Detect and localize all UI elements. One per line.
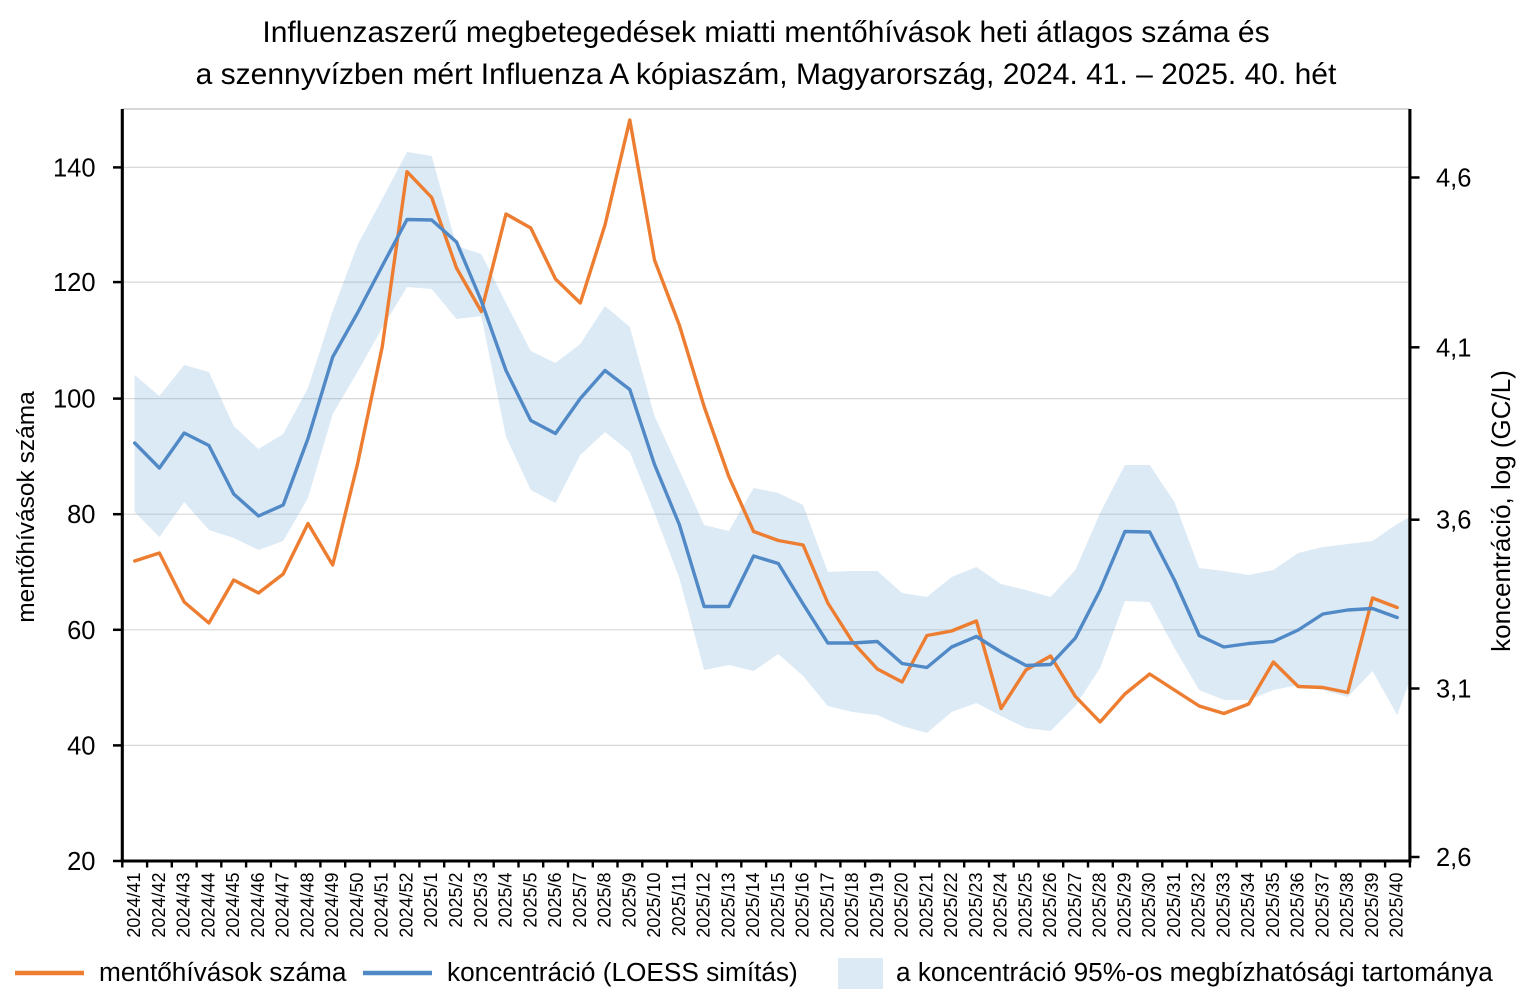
svg-text:2025/28: 2025/28 (1090, 873, 1110, 938)
svg-text:2025/40: 2025/40 (1387, 873, 1407, 938)
svg-text:a koncentráció 95%-os megbízha: a koncentráció 95%-os megbízhatósági tar… (896, 957, 1493, 987)
svg-text:2025/10: 2025/10 (644, 873, 664, 938)
svg-text:2,6: 2,6 (1436, 844, 1471, 872)
svg-text:2024/50: 2024/50 (347, 873, 367, 938)
svg-text:2025/11: 2025/11 (669, 873, 689, 937)
svg-text:2025/33: 2025/33 (1213, 873, 1233, 938)
svg-text:2025/1: 2025/1 (421, 873, 441, 928)
svg-text:2025/22: 2025/22 (941, 873, 961, 938)
svg-text:2025/8: 2025/8 (595, 873, 615, 928)
svg-text:2024/47: 2024/47 (273, 873, 293, 938)
svg-text:80: 80 (67, 501, 95, 529)
svg-text:2025/25: 2025/25 (1015, 873, 1035, 938)
svg-text:Influenzaszerű megbetegedések: Influenzaszerű megbetegedések miatti men… (262, 16, 1269, 49)
svg-text:2025/5: 2025/5 (520, 873, 540, 928)
svg-text:2025/23: 2025/23 (966, 873, 986, 938)
svg-text:2025/6: 2025/6 (545, 873, 565, 928)
svg-text:2025/12: 2025/12 (694, 873, 714, 938)
svg-text:2025/7: 2025/7 (570, 873, 590, 928)
svg-text:2025/2: 2025/2 (446, 873, 466, 928)
svg-text:2025/13: 2025/13 (718, 873, 738, 938)
svg-text:2024/49: 2024/49 (322, 873, 342, 938)
svg-text:2025/9: 2025/9 (619, 873, 639, 928)
svg-text:2024/51: 2024/51 (372, 873, 392, 938)
svg-text:2024/46: 2024/46 (248, 873, 268, 938)
svg-text:2025/17: 2025/17 (817, 873, 837, 938)
svg-text:140: 140 (53, 154, 96, 182)
svg-text:koncentráció (LOESS simítás): koncentráció (LOESS simítás) (447, 957, 798, 987)
svg-text:2025/3: 2025/3 (471, 873, 491, 928)
svg-text:2025/26: 2025/26 (1040, 873, 1060, 938)
svg-text:2024/52: 2024/52 (397, 873, 417, 938)
svg-text:2025/31: 2025/31 (1164, 873, 1184, 938)
svg-text:2025/36: 2025/36 (1288, 873, 1308, 938)
svg-text:4,6: 4,6 (1436, 165, 1471, 193)
svg-text:2025/38: 2025/38 (1337, 873, 1357, 938)
svg-text:2025/39: 2025/39 (1362, 873, 1382, 938)
svg-text:4,1: 4,1 (1436, 334, 1471, 362)
svg-text:a szennyvízben mért Influenza: a szennyvízben mért Influenza A kópiaszá… (196, 58, 1337, 91)
svg-text:mentőhívások száma: mentőhívások száma (99, 957, 347, 987)
svg-text:2025/35: 2025/35 (1263, 873, 1283, 938)
svg-text:120: 120 (53, 269, 96, 297)
svg-text:2025/19: 2025/19 (867, 873, 887, 938)
svg-text:2025/16: 2025/16 (793, 873, 813, 938)
svg-text:20: 20 (67, 848, 95, 876)
svg-text:2025/14: 2025/14 (743, 873, 763, 938)
svg-text:60: 60 (67, 617, 95, 645)
svg-text:2024/42: 2024/42 (149, 873, 169, 938)
svg-text:2024/44: 2024/44 (198, 873, 218, 938)
svg-text:2025/20: 2025/20 (892, 873, 912, 938)
svg-text:100: 100 (53, 386, 96, 414)
svg-text:2025/18: 2025/18 (842, 873, 862, 938)
svg-text:2025/34: 2025/34 (1238, 873, 1258, 938)
svg-text:2025/30: 2025/30 (1139, 873, 1159, 938)
svg-text:2024/43: 2024/43 (174, 873, 194, 938)
svg-text:2025/15: 2025/15 (768, 873, 788, 938)
svg-text:2025/32: 2025/32 (1189, 873, 1209, 938)
svg-text:2025/4: 2025/4 (496, 873, 516, 928)
svg-text:3,6: 3,6 (1436, 507, 1471, 535)
svg-text:2025/37: 2025/37 (1312, 873, 1332, 938)
svg-text:2025/29: 2025/29 (1114, 873, 1134, 938)
svg-text:2025/21: 2025/21 (916, 873, 936, 938)
svg-text:2024/48: 2024/48 (298, 873, 318, 938)
svg-text:2025/24: 2025/24 (991, 873, 1011, 938)
svg-text:40: 40 (67, 732, 95, 760)
svg-text:3,1: 3,1 (1436, 676, 1471, 704)
svg-text:2024/41: 2024/41 (124, 873, 144, 938)
svg-text:2024/45: 2024/45 (223, 873, 243, 938)
svg-text:mentőhívások száma: mentőhívások száma (13, 391, 40, 623)
svg-text:koncentráció, log (GC/L): koncentráció, log (GC/L) (1486, 370, 1516, 652)
svg-text:2025/27: 2025/27 (1065, 873, 1085, 938)
